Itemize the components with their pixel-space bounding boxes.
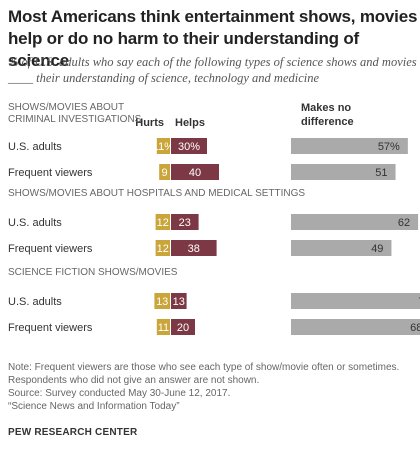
bar-hurts xyxy=(154,293,170,309)
header-no-difference: Makes no xyxy=(301,102,351,114)
bar-hurts xyxy=(155,240,170,256)
data-label-helps: 40 xyxy=(189,167,201,179)
source-credit: PEW RESEARCH CENTER xyxy=(8,427,138,438)
bar-no-difference xyxy=(291,240,392,256)
data-label-hurts: 13 xyxy=(156,296,168,308)
data-label-helps: 38 xyxy=(188,243,200,255)
group-label: SHOWS/MOVIES ABOUT HOSPITALS AND MEDICAL… xyxy=(8,188,305,199)
group-label: CRIMINAL INVESTIGATIONS xyxy=(8,114,142,125)
note-line: Note: Frequent viewers are those who see… xyxy=(8,362,400,373)
data-label-no-difference: 72 xyxy=(418,296,420,308)
group-label: SCIENCE FICTION SHOWS/MOVIES xyxy=(8,267,178,278)
chart-subtitle: % of U.S. adults who say each of the fol… xyxy=(8,55,417,85)
data-label-no-difference: 57% xyxy=(378,141,400,153)
row-label: U.S. adults xyxy=(8,141,62,153)
bar-no-difference xyxy=(291,319,420,335)
note-line: Source: Survey conducted May 30-June 12,… xyxy=(8,388,231,399)
bar-helps xyxy=(171,214,199,230)
bar-helps xyxy=(171,293,187,309)
header-no-difference: difference xyxy=(301,116,354,128)
note-line: Respondents who did not give an answer a… xyxy=(8,375,260,386)
data-label-helps: 23 xyxy=(179,217,191,229)
data-label-helps: 13 xyxy=(173,296,185,308)
bar-no-difference xyxy=(291,164,396,180)
row-label: Frequent viewers xyxy=(8,243,93,255)
bar-no-difference xyxy=(291,214,419,230)
row-label: Frequent viewers xyxy=(8,322,93,334)
bar-helps xyxy=(171,240,217,256)
bar-no-difference xyxy=(291,138,408,154)
bar-helps xyxy=(171,319,195,335)
data-label-hurts: 11 xyxy=(158,322,169,334)
bar-hurts xyxy=(156,138,170,154)
chart-title: Most Americans think entertainment shows… xyxy=(8,7,418,70)
bar-hurts xyxy=(159,164,170,180)
row-label: U.S. adults xyxy=(8,296,62,308)
data-label-hurts: 9 xyxy=(162,167,168,179)
data-label-no-difference: 68 xyxy=(410,322,420,334)
data-label-no-difference: 51 xyxy=(375,167,387,179)
group-label: SHOWS/MOVIES ABOUT xyxy=(8,102,124,113)
data-label-hurts: 12 xyxy=(157,243,169,255)
data-label-no-difference: 49 xyxy=(371,243,383,255)
data-label-hurts: 12 xyxy=(157,217,169,229)
bar-hurts xyxy=(155,214,170,230)
row-label: Frequent viewers xyxy=(8,167,93,179)
row-label: U.S. adults xyxy=(8,217,62,229)
data-label-no-difference: 62 xyxy=(398,217,410,229)
bar-helps xyxy=(171,138,207,154)
bar-helps xyxy=(171,164,219,180)
data-label-hurts: 11% xyxy=(153,141,174,153)
bar-no-difference xyxy=(291,293,420,309)
header-helps: Helps xyxy=(175,117,205,129)
bar-hurts xyxy=(156,319,170,335)
chart-notes: Note: Frequent viewers are those who see… xyxy=(8,361,418,413)
data-label-helps: 30% xyxy=(178,141,200,153)
data-label-helps: 20 xyxy=(177,322,189,334)
header-hurts: Hurts xyxy=(135,117,164,129)
note-line: “Science News and Information Today” xyxy=(8,401,180,412)
